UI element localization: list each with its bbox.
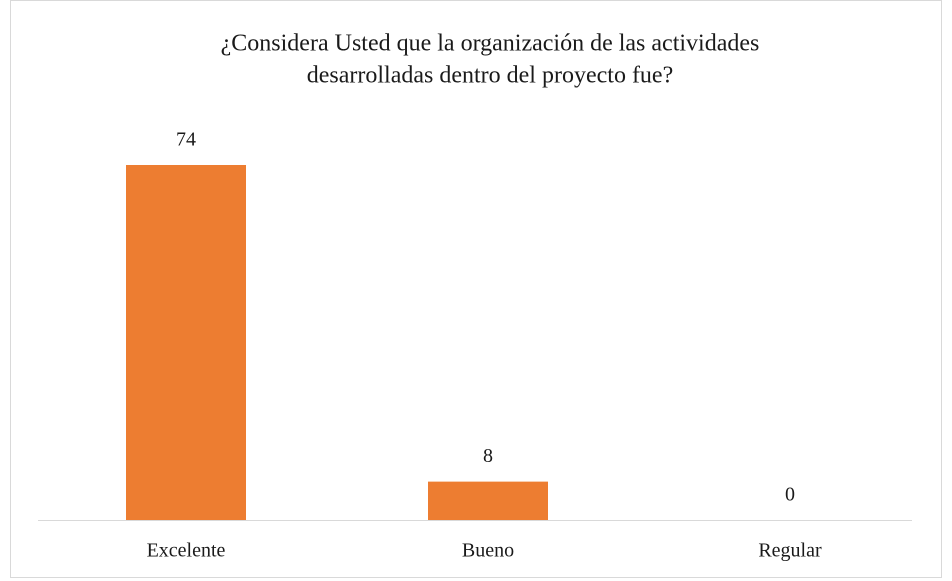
data-label: 8 xyxy=(483,445,493,467)
chart-title: ¿Considera Usted que la organización de … xyxy=(221,31,760,57)
x-tick-label: Regular xyxy=(758,540,822,562)
chart-title: desarrolladas dentro del proyecto fue? xyxy=(307,63,674,89)
x-tick-label: Bueno xyxy=(462,540,514,562)
data-label: 74 xyxy=(176,129,196,151)
bar xyxy=(428,481,548,520)
data-label: 0 xyxy=(785,484,795,506)
bar xyxy=(126,165,246,520)
x-tick-label: Excelente xyxy=(147,540,226,562)
